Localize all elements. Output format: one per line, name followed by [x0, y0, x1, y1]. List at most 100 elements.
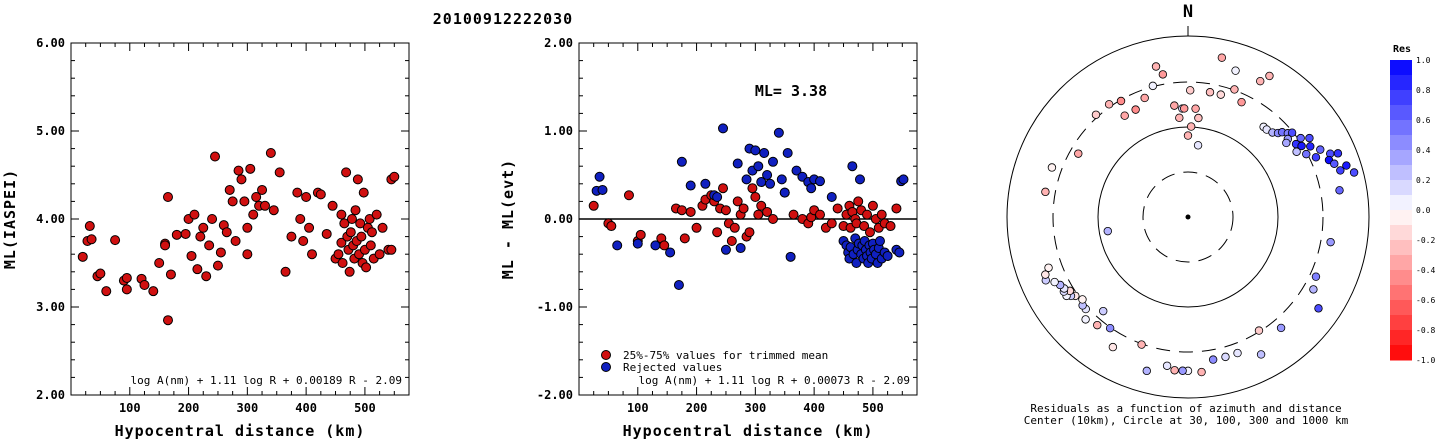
residual-station-point: [1191, 104, 1200, 113]
ml-data-point: [344, 266, 355, 277]
colorbar-tick-label: 0.2: [1416, 176, 1431, 185]
rejected-point: [673, 280, 684, 290]
ml-data-point: [374, 249, 385, 260]
polar-caption-line1: Residuals as a function of azimuth and d…: [1030, 402, 1341, 415]
x-tick-label: 200: [686, 401, 708, 415]
ml-value-label: ML= 3.38: [755, 82, 827, 100]
ml-data-point: [295, 214, 306, 224]
residual-station-point: [1221, 352, 1230, 362]
x-tick-label: 300: [237, 401, 259, 415]
ml-data-point: [139, 280, 150, 290]
ml-data-point: [227, 196, 238, 207]
ml-data-point: [239, 196, 250, 207]
colorbar-swatch: [1390, 285, 1412, 301]
north-label: N: [1183, 2, 1193, 22]
colorbar-tick-label: -0.6: [1416, 296, 1435, 305]
trimmed-mean-point: [718, 183, 729, 194]
ml-data-point: [242, 222, 253, 233]
trimmed-mean-point: [588, 200, 599, 211]
colorbar-swatch: [1390, 300, 1412, 316]
x-tick-label: 400: [295, 401, 317, 415]
figure-title: 20100912222030: [433, 10, 573, 28]
residual-station-point: [1175, 113, 1184, 123]
ml-data-point: [77, 251, 88, 262]
residual-station-point: [1233, 348, 1242, 358]
ml-data-point: [192, 264, 203, 275]
trimmed-mean-point: [691, 222, 702, 233]
ml-data-point: [274, 167, 285, 178]
trimmed-mean-point: [738, 203, 749, 214]
ml-data-point: [366, 227, 377, 238]
plot1-x-tick-labels: 100 200 300 400 500: [119, 401, 376, 415]
legend-marker-trimmed: [601, 350, 611, 360]
rejected-point: [806, 183, 817, 194]
rejected-point: [753, 161, 764, 172]
ml-data-point: [304, 222, 315, 233]
trimmed-mean-point: [885, 221, 896, 232]
trimmed-mean-point: [720, 205, 731, 216]
residual-polar-plot: N Residuals as a function of azimuth and…: [1006, 2, 1370, 427]
plot2-x-tick-labels: 100 200 300 400 500: [627, 401, 884, 415]
colorbar-swatch: [1390, 330, 1412, 346]
residual-station-point: [1180, 104, 1189, 113]
ml-data-point: [162, 315, 173, 326]
colorbar-swatch: [1390, 120, 1412, 136]
center-marker: [1185, 214, 1191, 220]
ml-data-point: [371, 209, 382, 220]
residual-station-point: [1081, 315, 1090, 324]
colorbar-swatch: [1390, 150, 1412, 166]
ml-data-point: [95, 268, 106, 279]
trimmed-mean-point: [853, 196, 864, 207]
residual-station-point: [1208, 355, 1218, 364]
ml-data-point: [336, 237, 347, 248]
rejected-point: [759, 148, 770, 158]
residual-station-point: [1105, 323, 1115, 333]
residual-station-point: [1148, 81, 1158, 91]
trimmed-mean-point: [826, 218, 837, 229]
residual-station-point: [1254, 326, 1264, 335]
residual-station-point: [1302, 149, 1311, 159]
residual-station-point: [1178, 366, 1187, 375]
residual-station-point: [1041, 270, 1050, 279]
polar-points: [1041, 53, 1359, 377]
plot1-points: [77, 148, 400, 326]
ml-data-point: [171, 229, 182, 240]
x-tick-label: 500: [354, 401, 376, 415]
residual-station-point: [1342, 161, 1351, 170]
colorbar-tick-label: 1.0: [1416, 56, 1431, 65]
ml-data-point: [121, 272, 132, 283]
trimmed-mean-point: [732, 196, 743, 207]
trimmed-mean-point: [747, 183, 758, 194]
rejected-point: [718, 123, 729, 134]
residual-station-point: [1333, 149, 1343, 158]
ml-data-point: [265, 148, 276, 158]
colorbar-tick-label: 0.8: [1416, 86, 1431, 95]
residual-station-point: [1041, 187, 1050, 197]
ml-data-point: [148, 286, 159, 297]
y-tick-label: 0.00: [544, 212, 573, 226]
colorbar-swatch: [1390, 225, 1412, 241]
ml-data-point: [257, 184, 268, 195]
trimmed-mean-point: [788, 209, 799, 220]
trimmed-mean-point: [815, 209, 826, 220]
residual-station-point: [1131, 105, 1140, 114]
residual-station-point: [1316, 145, 1325, 154]
rejected-point: [874, 236, 885, 246]
rejected-point: [765, 178, 776, 189]
rejected-point: [854, 174, 865, 185]
residual-station-point: [1194, 113, 1203, 123]
rejected-point: [650, 240, 661, 251]
rejected-point: [735, 243, 746, 254]
ml-data-point: [251, 192, 262, 202]
ml-data-point: [336, 209, 347, 220]
trimmed-mean-point: [726, 236, 737, 246]
residual-station-point: [1183, 131, 1193, 140]
plot2-y-tick-labels: -2.00 -1.00 0.00 1.00 2.00: [537, 36, 573, 402]
rejected-point: [597, 184, 608, 195]
rejected-point: [851, 258, 862, 268]
residual-station-point: [1292, 147, 1301, 156]
x-tick-label: 100: [119, 401, 141, 415]
colorbar-swatch: [1390, 75, 1412, 91]
y-tick-label: 2.00: [36, 388, 65, 402]
plot1-x-axis-label: Hypocentral distance (km): [115, 422, 366, 440]
